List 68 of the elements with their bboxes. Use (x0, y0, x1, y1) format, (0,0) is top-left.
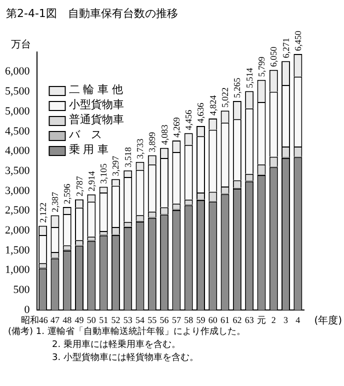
y-tick-label: 3,000 (5, 184, 30, 197)
legend-label: バ ス (68, 128, 102, 141)
x-tick-label: 49 (74, 314, 84, 325)
x-tick-label: 56 (160, 314, 170, 325)
y-tick-label: 2,000 (5, 224, 30, 237)
legend-label: 二 輪 車 他 (68, 82, 124, 96)
text: 3. 小型貨物車には軽貨物車を含む。 (51, 352, 200, 365)
y-tick-label: 1,000 (5, 264, 30, 276)
x-tick-label: 47 (50, 314, 60, 325)
y-tick-label: 2,500 (5, 204, 30, 217)
total-label: 2,387 (50, 192, 60, 212)
total-label: 2,596 (62, 183, 72, 204)
y-tick-label: 1,500 (5, 244, 30, 256)
total-label: 6,050 (268, 46, 279, 67)
x-tick-label: 3 (284, 314, 289, 325)
x-tick-label: 4 (296, 314, 301, 325)
x-tick-label: 48 (62, 314, 72, 325)
y-tick-label: 5,500 (5, 86, 30, 98)
x-tick-label: 50 (86, 314, 96, 325)
x-tick-label: 51 (99, 314, 108, 325)
total-label: 4,083 (159, 124, 170, 145)
total-label: 4,269 (171, 116, 182, 138)
total-label: 4,824 (208, 94, 218, 116)
x-tick-label: 58 (184, 314, 194, 325)
legend-label: 普通貨物車 (68, 112, 124, 126)
total-label: 5,799 (256, 56, 266, 77)
x-tick-label: 63 (244, 314, 254, 325)
x-tick-label: 59 (196, 314, 206, 325)
y-tick-label: 3,500 (5, 164, 30, 177)
x-tick-label: 54 (136, 314, 146, 325)
x-tick-label: 55 (148, 314, 158, 325)
text: (備考) 1. 運輸省「自動車輸送統計年報」により作成した。 (8, 326, 246, 339)
x-tick-label: 60 (208, 314, 218, 325)
y-tick-label: 4,500 (5, 125, 30, 138)
total-label: 2,914 (86, 170, 96, 192)
x-tick-label: 53 (123, 314, 133, 325)
total-label: 3,297 (110, 155, 121, 176)
x-tick-label: 昭和46 (20, 314, 48, 325)
chart-title: 第2-4-1図 自動車保有台数の推移 (5, 6, 179, 22)
total-label: 6,450 (292, 30, 303, 51)
y-tick-label: 5,000 (5, 105, 30, 118)
total-label: 3,733 (135, 138, 146, 159)
x-tick-label: 元 (256, 314, 266, 325)
x-tick-label: 61 (220, 314, 230, 325)
total-label: 6,271 (280, 38, 291, 58)
x-axis-title: (年度) (314, 314, 342, 327)
total-label: 2,122 (38, 202, 48, 223)
x-tick-label: 62 (232, 314, 242, 325)
y-tick-label: 4,000 (5, 145, 30, 158)
x-tick-label: 52 (111, 314, 120, 325)
total-label: 5,514 (244, 67, 254, 88)
total-label: 3,899 (147, 131, 158, 152)
y-tick-label: 0 (24, 304, 30, 316)
total-label: 3,105 (98, 163, 109, 184)
total-label: 5,022 (220, 87, 230, 108)
x-tick-label: 57 (172, 314, 182, 325)
total-label: 2,787 (74, 176, 84, 196)
total-label: 4,456 (184, 109, 194, 130)
total-label: 3,518 (122, 146, 133, 168)
total-label: 5,265 (232, 77, 242, 98)
text: 2. 乗用車には軽乗用車を含む。 (51, 339, 182, 352)
y-tick-label: 500 (13, 284, 30, 296)
total-label: 4,636 (196, 102, 206, 123)
legend-label: 小型貨物車 (68, 98, 124, 111)
y-tick-label: 6,000 (5, 66, 30, 78)
y-axis-title: 万台 (10, 38, 31, 51)
legend-label: 乗 用 車 (68, 142, 109, 156)
x-tick-label: 2 (271, 314, 276, 325)
